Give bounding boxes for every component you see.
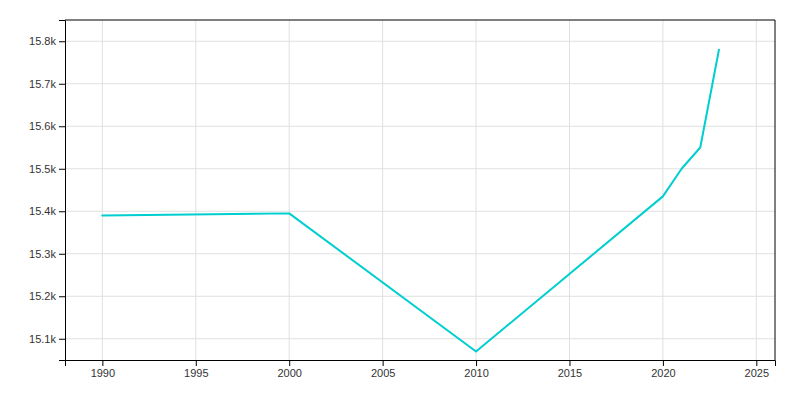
tick: 2005 <box>371 360 395 379</box>
plot: 1990199520002005201020152020202515.1k15.… <box>29 20 775 379</box>
tick-mark <box>102 360 103 366</box>
tick: 15.6k <box>29 120 65 132</box>
tick-mark <box>59 126 65 127</box>
tick: 15.4k <box>29 205 65 217</box>
tick: 15.7k <box>29 78 65 90</box>
tick-label: 2000 <box>277 367 301 379</box>
tick-mark <box>59 339 65 340</box>
marks <box>102 50 719 352</box>
grid-line <box>65 41 775 42</box>
tick-mark <box>663 360 664 366</box>
tick-mark <box>756 360 757 366</box>
tick: 15.3k <box>29 248 65 260</box>
tick-label: 15.8k <box>29 35 56 47</box>
tick-mark <box>569 360 570 366</box>
tick-label: 2010 <box>464 367 488 379</box>
axis-line <box>59 21 66 361</box>
tick-mark <box>59 254 65 255</box>
tick-label: 1990 <box>91 367 115 379</box>
grid-line <box>756 20 757 360</box>
grid-line <box>65 253 775 254</box>
tick-mark <box>383 360 384 366</box>
tick: 15.8k <box>29 35 65 47</box>
tick-label: 2005 <box>371 367 395 379</box>
grid-line <box>569 20 570 360</box>
grid-line <box>65 338 775 339</box>
tick-label: 2015 <box>558 367 582 379</box>
tick: 15.5k <box>29 163 65 175</box>
tick-mark <box>59 84 65 85</box>
tick-label: 15.1k <box>29 333 56 345</box>
tick: 1995 <box>184 360 208 379</box>
tick: 2000 <box>277 360 301 379</box>
tick-label: 2025 <box>745 367 769 379</box>
grid-line <box>476 20 477 360</box>
grid-line <box>65 296 775 297</box>
tick: 2020 <box>651 360 675 379</box>
grid-line <box>662 20 663 360</box>
grid-line <box>65 83 775 84</box>
tick-label: 15.5k <box>29 163 56 175</box>
tick-label: 15.6k <box>29 120 56 132</box>
tick: 15.2k <box>29 290 65 302</box>
grid <box>65 20 775 360</box>
axis-line <box>66 361 776 367</box>
grid-line <box>195 20 196 360</box>
grid-line <box>382 20 383 360</box>
tick: 2015 <box>558 360 582 379</box>
tick-label: 15.7k <box>29 78 56 90</box>
tick-mark <box>196 360 197 366</box>
y-axis: 15.1k 15.2k 15.3k 15.4k 15.5k 15.6k 15.7k 15.8k <box>29 21 65 361</box>
tick: 1990 <box>91 360 115 379</box>
tick: 2010 <box>464 360 488 379</box>
frame-line <box>65 20 775 21</box>
tick-mark <box>476 360 477 366</box>
tick-mark <box>59 211 65 212</box>
tick-label: 2020 <box>651 367 675 379</box>
grid-line <box>65 211 775 212</box>
x-axis: 1990 1995 2000 2005 2010 2015 2020 2025 <box>66 360 776 379</box>
tick: 2025 <box>745 360 769 379</box>
tick-label: 15.2k <box>29 290 56 302</box>
chart: 1990199520002005201020152020202515.1k15.… <box>0 0 800 400</box>
grid-line <box>289 20 290 360</box>
tick-mark <box>59 296 65 297</box>
tick-label: 15.3k <box>29 248 56 260</box>
grid-line <box>65 126 775 127</box>
tick-label: 1995 <box>184 367 208 379</box>
frame-line <box>775 20 776 360</box>
tick-mark <box>59 41 65 42</box>
line <box>102 50 719 352</box>
grid-line <box>102 20 103 360</box>
grid-line <box>65 168 775 169</box>
tick-mark <box>59 169 65 170</box>
tick: 15.1k <box>29 333 65 345</box>
tick-label: 15.4k <box>29 205 56 217</box>
tick-mark <box>289 360 290 366</box>
